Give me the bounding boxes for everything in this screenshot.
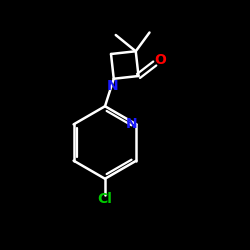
Text: Cl: Cl bbox=[98, 192, 112, 206]
Text: O: O bbox=[154, 53, 166, 67]
Text: N: N bbox=[126, 118, 138, 132]
Text: N: N bbox=[107, 79, 118, 93]
